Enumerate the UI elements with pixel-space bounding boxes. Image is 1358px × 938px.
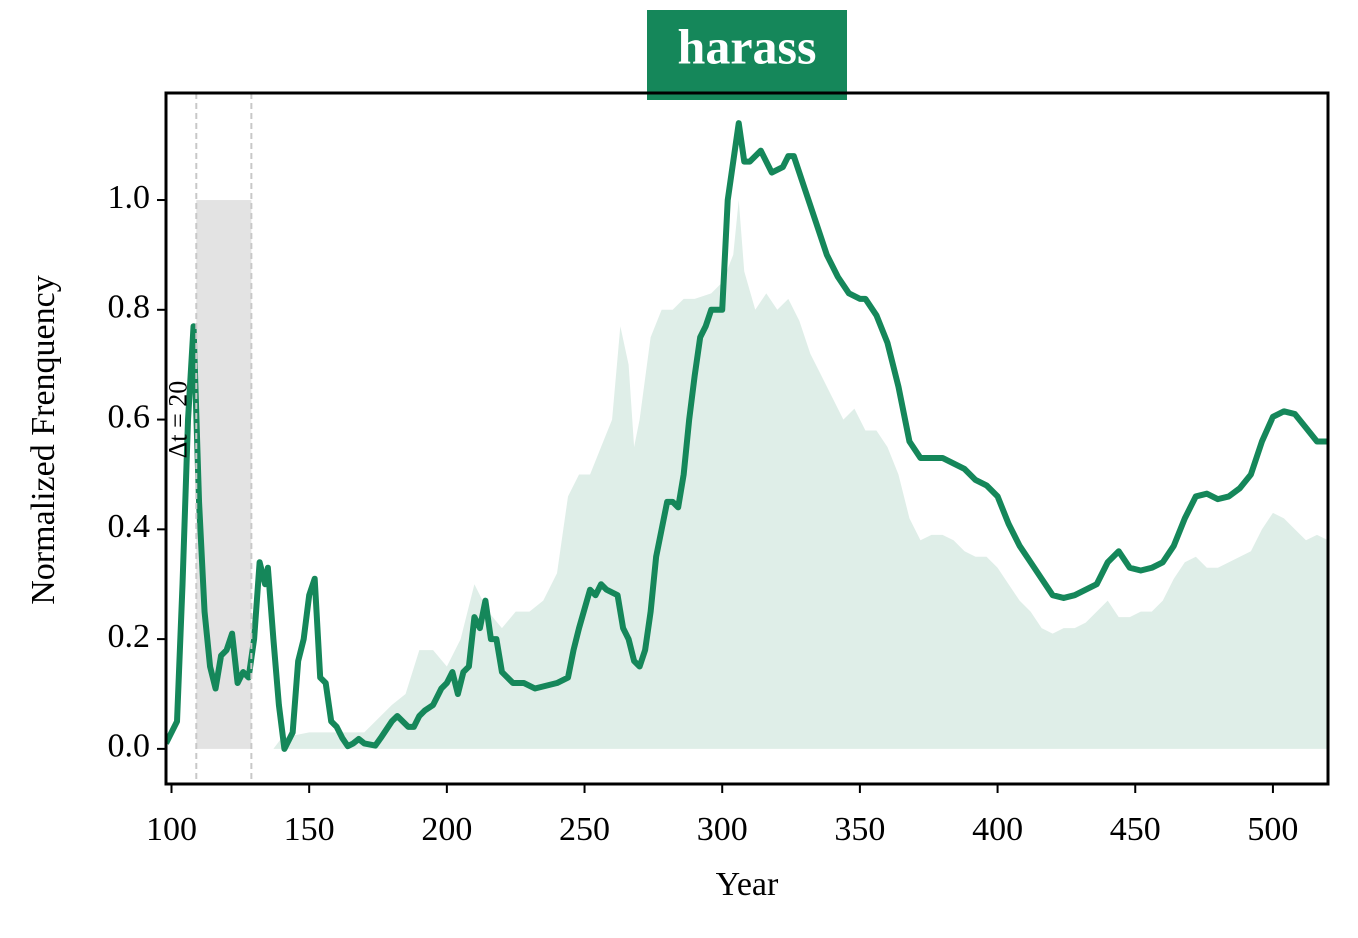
axes: Δt = 20 100 150 200 250 300 350 400 450 500 0.0 0.2…	[108, 91, 1330, 848]
x-tick-label: 450	[1110, 811, 1161, 848]
window-box	[196, 200, 252, 749]
y-tick-label: 0.2	[108, 618, 151, 655]
y-tick-label: 0.8	[108, 289, 151, 326]
x-tick-label: 300	[697, 811, 748, 848]
plot-area	[166, 93, 1328, 784]
x-axis-label: Year	[716, 866, 779, 903]
x-tick-label: 200	[421, 811, 472, 848]
y-tick-label: 0.4	[108, 508, 151, 545]
area	[273, 200, 1328, 749]
x-tick-label: 400	[972, 811, 1023, 848]
x-tick-label: 100	[146, 811, 197, 848]
x-tick-label: 350	[834, 811, 885, 848]
x-tick-label: 500	[1247, 811, 1298, 848]
y-tick-label: 1.0	[108, 179, 151, 216]
annotation: Δt = 20	[163, 381, 192, 459]
y-tick-label: 0.0	[108, 728, 151, 765]
x-tick-label: 250	[559, 811, 610, 848]
axes-frame	[164, 91, 1330, 786]
line	[166, 120, 1328, 752]
x-tick-label: 150	[284, 811, 335, 848]
y-tick-label: 0.6	[108, 398, 151, 435]
y-axis-label: Normalized Frenquency	[25, 275, 62, 605]
title-background	[647, 10, 847, 100]
chart-title: harass	[678, 18, 817, 74]
